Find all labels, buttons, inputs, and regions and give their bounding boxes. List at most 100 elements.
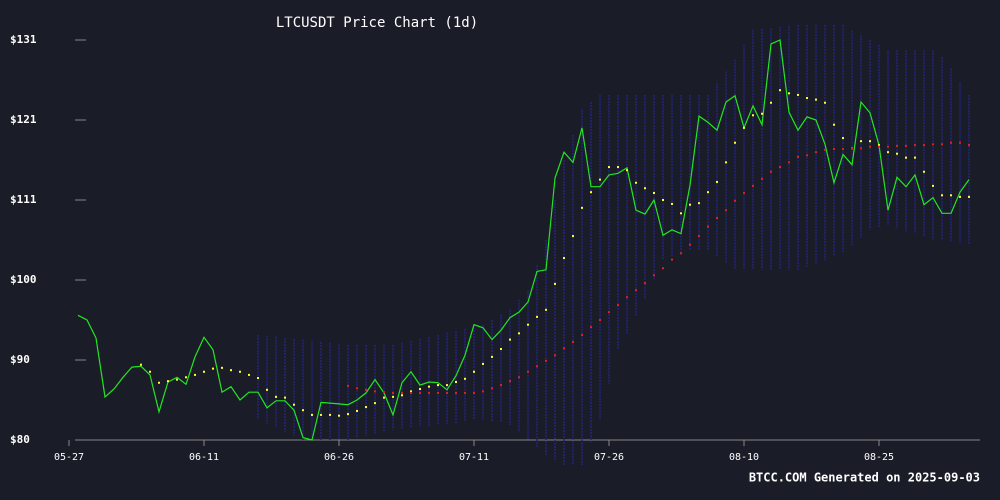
- ma-dot: [536, 315, 538, 318]
- ma-dot: [743, 191, 745, 194]
- ma-dot: [698, 202, 700, 205]
- ma-dot: [509, 338, 511, 341]
- ma-dot: [392, 391, 394, 394]
- ma-dot: [383, 391, 385, 394]
- ma-dot: [824, 101, 826, 104]
- x-tick-label: 05-27: [54, 452, 84, 463]
- ma-dot: [815, 151, 817, 154]
- ma-dot: [158, 381, 160, 384]
- ma-dot: [320, 413, 322, 416]
- ma-dot: [941, 143, 943, 146]
- y-tick-label: $90: [10, 353, 30, 366]
- ma-dot: [482, 362, 484, 365]
- ma-dot: [581, 206, 583, 209]
- ma-dot: [680, 212, 682, 215]
- ma-dot: [761, 177, 763, 180]
- ma-dot: [365, 406, 367, 409]
- ma-dot: [572, 340, 574, 343]
- ma-dot: [500, 348, 502, 351]
- ma-dot: [842, 137, 844, 140]
- ma-dot: [860, 147, 862, 150]
- ma-dot: [617, 304, 619, 307]
- ma-dot: [815, 98, 817, 101]
- ma-dot: [833, 123, 835, 126]
- ma-dot: [779, 89, 781, 92]
- ma-dot: [473, 391, 475, 394]
- ma-dot: [788, 92, 790, 95]
- y-tick-label: $121: [10, 113, 37, 126]
- ma-dot: [806, 97, 808, 100]
- ma-dot: [374, 402, 376, 405]
- ma-dot: [950, 194, 952, 197]
- ma-dot: [428, 385, 430, 388]
- ma-dot: [905, 144, 907, 147]
- ma-dot: [725, 161, 727, 164]
- ma-dot: [437, 391, 439, 394]
- ma-dot: [959, 195, 961, 198]
- ma-dot: [833, 148, 835, 151]
- ma-dot: [725, 209, 727, 212]
- ma-dot: [770, 170, 772, 173]
- footer: BTCC.COM Generated on 2025-09-03: [749, 471, 980, 485]
- ma-dot: [554, 282, 556, 285]
- x-tick-label: 08-25: [864, 452, 894, 463]
- ma-dot: [248, 373, 250, 376]
- ma-dot: [707, 191, 709, 194]
- ma-dot: [194, 373, 196, 376]
- ma-dot: [968, 144, 970, 147]
- ma-dot: [374, 390, 376, 393]
- ma-dot: [221, 366, 223, 369]
- ma-dot: [545, 359, 547, 362]
- x-tick-label: 06-26: [324, 452, 354, 463]
- ma-dot: [914, 144, 916, 147]
- ma-dot: [626, 296, 628, 299]
- ma-dot: [653, 274, 655, 277]
- ma-dot: [455, 380, 457, 383]
- ma-dot: [716, 180, 718, 183]
- ma-dot: [590, 326, 592, 329]
- ma-dot: [410, 390, 412, 393]
- ma-dot: [752, 114, 754, 117]
- ma-dot: [590, 191, 592, 194]
- ma-dot: [635, 289, 637, 292]
- ma-dot: [905, 156, 907, 159]
- ma-dot: [284, 396, 286, 399]
- ma-dot: [662, 199, 664, 201]
- ma-dot: [581, 333, 583, 336]
- ma-dot: [770, 101, 772, 104]
- ma-dot: [932, 143, 934, 146]
- ma-dot: [437, 384, 439, 387]
- ma-dot: [302, 409, 304, 412]
- x-tick-label: 06-11: [189, 452, 219, 463]
- ma-dot: [878, 145, 880, 148]
- ma-dot: [734, 141, 736, 144]
- ma-dot: [428, 391, 430, 394]
- ma-dot: [500, 384, 502, 387]
- ma-dot: [653, 191, 655, 194]
- ma-dot: [419, 391, 421, 394]
- ma-dot: [743, 126, 745, 129]
- ma-dot: [761, 112, 763, 115]
- ma-dot: [689, 203, 691, 206]
- ma-dot: [563, 257, 565, 260]
- ma-dot: [491, 387, 493, 390]
- ma-dot: [347, 384, 349, 387]
- ma-dot: [545, 308, 547, 311]
- ma-dot: [392, 395, 394, 398]
- ma-dot: [851, 147, 853, 150]
- ma-dot: [608, 166, 610, 169]
- ma-dot: [293, 403, 295, 406]
- y-tick-label: $80: [10, 433, 30, 446]
- ma-dot: [878, 144, 880, 147]
- x-tick-label: 07-26: [594, 452, 624, 463]
- ma-dot: [752, 184, 754, 187]
- x-tick-label: 08-10: [729, 452, 759, 463]
- ma-dot: [347, 413, 349, 416]
- ma-dot: [950, 141, 952, 144]
- ma-dot: [869, 145, 871, 148]
- ma-dot: [176, 378, 178, 381]
- ma-dot: [941, 194, 943, 197]
- ma-dot: [671, 258, 673, 261]
- ma-dot: [275, 395, 277, 398]
